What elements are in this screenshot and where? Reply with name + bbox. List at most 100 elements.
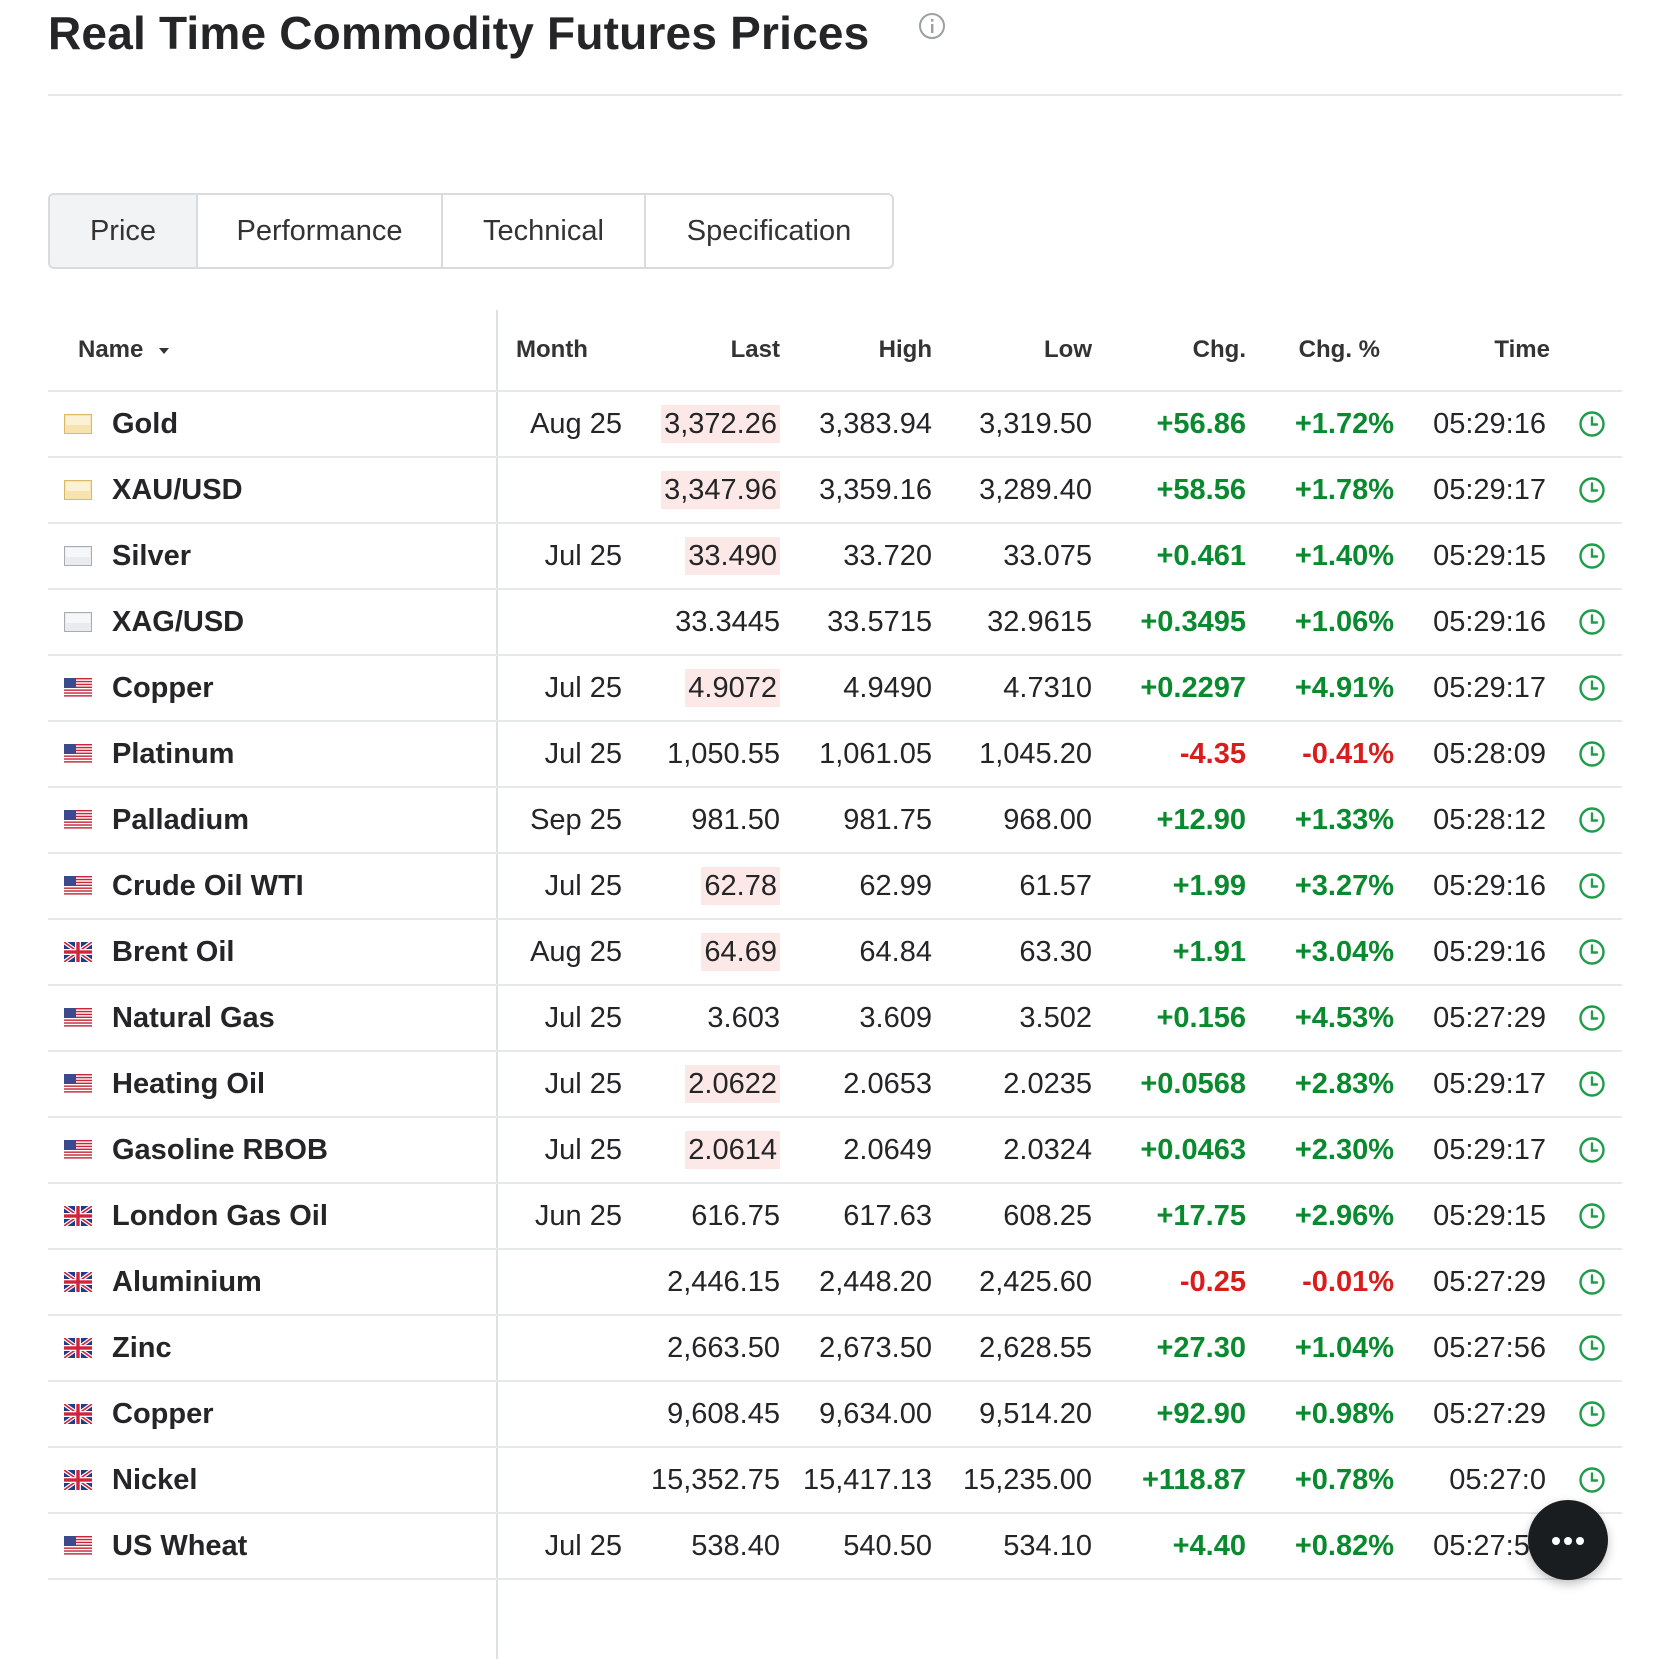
high-price: 3.609 (859, 1002, 932, 1034)
clock-icon[interactable] (1578, 806, 1606, 834)
table-row[interactable]: XAG/USD 33.3445 33.5715 32.9615 +0.3495 +1.06… (48, 590, 1622, 656)
header-chg-pct[interactable]: Chg. % (1298, 336, 1380, 363)
last-price-value: 9,608.45 (667, 1398, 780, 1430)
commodity-name-link[interactable]: Heating Oil (112, 1068, 266, 1100)
clock-icon[interactable] (1578, 1070, 1606, 1098)
clock-icon[interactable] (1578, 674, 1606, 702)
price-change: +56.86 (1156, 408, 1246, 440)
gold-flag-icon (64, 480, 92, 500)
update-time: 05:27:29 (1433, 1398, 1546, 1430)
header-time[interactable]: Time (1494, 336, 1550, 363)
clock-icon[interactable] (1578, 410, 1606, 438)
table-row[interactable]: London Gas Oil Jun 25 616.75 617.63 608.25 +1… (48, 1184, 1622, 1250)
last-price-value: 33.490 (685, 537, 780, 575)
commodity-name-link[interactable]: US Wheat (112, 1530, 248, 1562)
commodity-name-link[interactable]: Nickel (112, 1464, 198, 1496)
commodity-name-link[interactable]: Palladium (112, 804, 249, 836)
table-row[interactable]: Silver Jul 25 33.490 33.720 33.075 +0.461 +1.4… (48, 524, 1622, 590)
us-flag-icon (64, 744, 92, 764)
price-change-percent: +4.53% (1294, 1002, 1394, 1034)
commodity-name-link[interactable]: Copper (112, 1398, 214, 1430)
header-month[interactable]: Month (516, 336, 588, 363)
clock-icon[interactable] (1578, 608, 1606, 636)
table-row[interactable]: Nickel 15,352.75 15,417.13 15,235.00 +118.87… (48, 1448, 1622, 1514)
table-row[interactable]: Aluminium 2,446.15 2,448.20 2,425.60 -0.25 -0… (48, 1250, 1622, 1316)
tab-specification[interactable]: Specification (644, 195, 892, 267)
last-price-value: 616.75 (691, 1200, 780, 1232)
tab-performance[interactable]: Performance (196, 195, 441, 267)
table-row[interactable]: XAU/USD 3,347.96 3,359.16 3,289.40 +58.56 +1.… (48, 458, 1622, 524)
low-price: 33.075 (1003, 540, 1092, 572)
table-row[interactable]: Natural Gas Jul 25 3.603 3.609 3.502 +0.156 +4… (48, 986, 1622, 1052)
header-low[interactable]: Low (1044, 336, 1092, 363)
commodity-name-link[interactable]: Gasoline RBOB (112, 1134, 328, 1166)
commodity-name-link[interactable]: XAU/USD (112, 474, 243, 506)
contract-month: Jul 25 (544, 1002, 622, 1034)
price-change: +0.2297 (1140, 672, 1246, 704)
table-row[interactable]: Crude Oil WTI Jul 25 62.78 62.99 61.57 +1.99 +… (48, 854, 1622, 920)
commodity-name-link[interactable]: Zinc (112, 1332, 172, 1364)
price-change-percent: +1.04% (1294, 1332, 1394, 1364)
clock-icon[interactable] (1578, 1334, 1606, 1362)
contract-month: Jul 25 (544, 870, 622, 902)
clock-icon[interactable] (1578, 1466, 1606, 1494)
clock-icon[interactable] (1578, 1268, 1606, 1296)
table-row[interactable]: Palladium Sep 25 981.50 981.75 968.00 +12.90 +… (48, 788, 1622, 854)
commodity-name-link[interactable]: Crude Oil WTI (112, 870, 304, 902)
commodity-name-link[interactable]: Natural Gas (112, 1002, 275, 1034)
last-price: 2,663.50 (667, 1316, 780, 1380)
last-price: 33.3445 (675, 590, 780, 654)
clock-icon[interactable] (1578, 1004, 1606, 1032)
last-price-value: 2.0614 (685, 1131, 780, 1169)
last-price: 1,050.55 (667, 722, 780, 786)
clock-icon[interactable] (1578, 476, 1606, 504)
more-options-button[interactable] (1528, 1500, 1608, 1580)
commodity-name-link[interactable]: Gold (112, 408, 179, 440)
tab-price[interactable]: Price (50, 195, 196, 267)
commodity-name-link[interactable]: XAG/USD (112, 606, 245, 638)
table-row[interactable]: Brent Oil Aug 25 64.69 64.84 63.30 +1.91 +3.04… (48, 920, 1622, 986)
last-price-value: 1,050.55 (667, 738, 780, 770)
commodity-name-link[interactable]: Silver (112, 540, 191, 572)
low-price: 63.30 (1019, 936, 1092, 968)
header-last[interactable]: Last (730, 336, 780, 363)
price-change: +0.0568 (1140, 1068, 1246, 1100)
clock-icon[interactable] (1578, 1400, 1606, 1428)
commodity-name-link[interactable]: London Gas Oil (112, 1200, 328, 1232)
info-icon[interactable] (918, 12, 946, 40)
tab-technical[interactable]: Technical (441, 195, 644, 267)
clock-icon[interactable] (1578, 542, 1606, 570)
update-time: 05:29:15 (1433, 540, 1546, 572)
commodity-name-link[interactable]: Platinum (112, 738, 235, 770)
table-row[interactable]: Copper Jul 25 4.9072 4.9490 4.7310 +0.2297 +4.… (48, 656, 1622, 722)
table-row[interactable]: US Wheat Jul 25 538.40 540.50 534.10 +4.40 +0.… (48, 1514, 1622, 1580)
header-name-label: Name (78, 336, 144, 363)
last-price-value: 981.50 (691, 804, 780, 836)
commodity-name-link[interactable]: Aluminium (112, 1266, 262, 1298)
update-time: 05:28:09 (1433, 738, 1546, 770)
header-name[interactable]: Name (78, 310, 170, 390)
update-time: 05:29:17 (1433, 672, 1546, 704)
update-time: 05:29:16 (1433, 408, 1546, 440)
table-row[interactable]: Heating Oil Jul 25 2.0622 2.0653 2.0235 +0.05… (48, 1052, 1622, 1118)
last-price: 3,347.96 (661, 458, 780, 522)
table-row[interactable]: Gold Aug 25 3,372.26 3,383.94 3,319.50 +56.86… (48, 392, 1622, 458)
clock-icon[interactable] (1578, 740, 1606, 768)
commodity-name-link[interactable]: Brent Oil (112, 936, 235, 968)
commodity-name-link[interactable]: Copper (112, 672, 214, 704)
clock-icon[interactable] (1578, 1136, 1606, 1164)
high-price: 2.0653 (843, 1068, 932, 1100)
header-chg[interactable]: Chg. (1192, 336, 1246, 363)
us-flag-icon (64, 1074, 92, 1094)
table-row[interactable]: Copper 9,608.45 9,634.00 9,514.20 +92.90 +0.9… (48, 1382, 1622, 1448)
clock-icon[interactable] (1578, 1202, 1606, 1230)
table-row[interactable]: Zinc 2,663.50 2,673.50 2,628.55 +27.30 +1.04%… (48, 1316, 1622, 1382)
clock-icon[interactable] (1578, 872, 1606, 900)
header-high[interactable]: High (878, 336, 932, 363)
high-price: 3,359.16 (819, 474, 932, 506)
update-time: 05:29:16 (1433, 870, 1546, 902)
clock-icon[interactable] (1578, 938, 1606, 966)
last-price: 538.40 (691, 1514, 780, 1578)
table-row[interactable]: Platinum Jul 25 1,050.55 1,061.05 1,045.20 -4… (48, 722, 1622, 788)
table-row[interactable]: Gasoline RBOB Jul 25 2.0614 2.0649 2.0324 +0.… (48, 1118, 1622, 1184)
